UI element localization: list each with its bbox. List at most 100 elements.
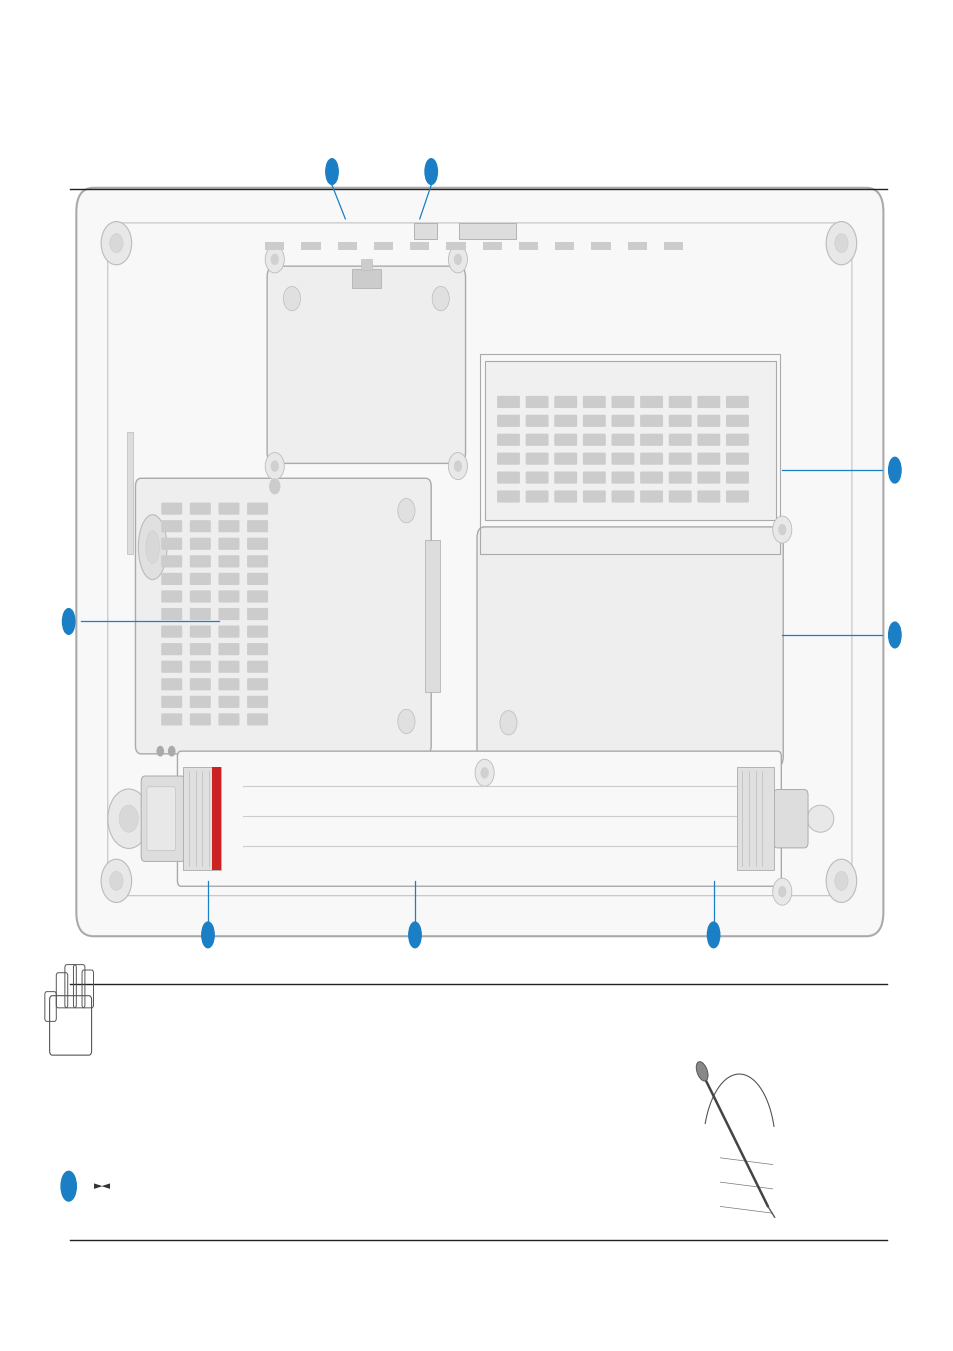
FancyBboxPatch shape: [247, 555, 268, 567]
FancyBboxPatch shape: [247, 626, 268, 638]
FancyBboxPatch shape: [190, 520, 211, 532]
FancyBboxPatch shape: [218, 713, 239, 725]
Circle shape: [119, 805, 138, 832]
FancyBboxPatch shape: [611, 453, 634, 465]
FancyBboxPatch shape: [190, 643, 211, 655]
Circle shape: [397, 709, 415, 734]
FancyBboxPatch shape: [497, 415, 519, 427]
FancyBboxPatch shape: [247, 503, 268, 515]
FancyBboxPatch shape: [161, 520, 182, 532]
FancyBboxPatch shape: [725, 453, 748, 465]
FancyBboxPatch shape: [639, 396, 662, 408]
FancyBboxPatch shape: [582, 434, 605, 446]
Bar: [458, 223, 516, 239]
Ellipse shape: [706, 921, 719, 948]
Circle shape: [448, 453, 467, 480]
FancyBboxPatch shape: [554, 471, 577, 484]
FancyBboxPatch shape: [611, 434, 634, 446]
Bar: [482, 242, 501, 250]
FancyBboxPatch shape: [190, 573, 211, 585]
FancyBboxPatch shape: [267, 266, 465, 463]
Circle shape: [834, 234, 847, 253]
Bar: [663, 242, 682, 250]
FancyBboxPatch shape: [476, 527, 782, 767]
FancyBboxPatch shape: [725, 434, 748, 446]
FancyBboxPatch shape: [639, 434, 662, 446]
FancyBboxPatch shape: [190, 696, 211, 708]
Bar: [627, 242, 646, 250]
FancyBboxPatch shape: [218, 520, 239, 532]
FancyBboxPatch shape: [218, 696, 239, 708]
FancyBboxPatch shape: [147, 786, 175, 851]
Bar: [212, 767, 221, 870]
Bar: [183, 767, 221, 870]
FancyBboxPatch shape: [497, 471, 519, 484]
FancyBboxPatch shape: [725, 471, 748, 484]
Bar: [518, 242, 537, 250]
Circle shape: [283, 286, 300, 311]
Ellipse shape: [887, 457, 900, 484]
FancyBboxPatch shape: [611, 415, 634, 427]
FancyBboxPatch shape: [697, 453, 720, 465]
FancyBboxPatch shape: [161, 590, 182, 603]
FancyBboxPatch shape: [190, 503, 211, 515]
FancyBboxPatch shape: [177, 751, 781, 886]
Circle shape: [825, 222, 856, 265]
Ellipse shape: [146, 531, 159, 563]
FancyBboxPatch shape: [247, 696, 268, 708]
FancyBboxPatch shape: [725, 396, 748, 408]
FancyBboxPatch shape: [554, 415, 577, 427]
FancyBboxPatch shape: [725, 490, 748, 503]
Circle shape: [480, 767, 488, 778]
FancyBboxPatch shape: [161, 626, 182, 638]
FancyBboxPatch shape: [639, 471, 662, 484]
Circle shape: [269, 478, 280, 494]
Bar: [484, 361, 775, 520]
Circle shape: [499, 711, 517, 735]
Bar: [479, 354, 780, 554]
FancyBboxPatch shape: [161, 643, 182, 655]
FancyBboxPatch shape: [668, 490, 691, 503]
Circle shape: [265, 246, 284, 273]
Circle shape: [475, 759, 494, 786]
Ellipse shape: [887, 621, 900, 648]
Bar: [555, 242, 574, 250]
FancyBboxPatch shape: [582, 415, 605, 427]
Ellipse shape: [408, 921, 421, 948]
FancyBboxPatch shape: [161, 678, 182, 690]
FancyBboxPatch shape: [218, 643, 239, 655]
FancyBboxPatch shape: [218, 555, 239, 567]
FancyBboxPatch shape: [190, 661, 211, 673]
FancyBboxPatch shape: [525, 453, 548, 465]
Bar: [737, 767, 773, 870]
FancyBboxPatch shape: [668, 434, 691, 446]
FancyBboxPatch shape: [554, 434, 577, 446]
FancyBboxPatch shape: [247, 538, 268, 550]
FancyBboxPatch shape: [76, 188, 882, 936]
Bar: [414, 223, 436, 239]
FancyBboxPatch shape: [697, 471, 720, 484]
FancyBboxPatch shape: [697, 396, 720, 408]
FancyBboxPatch shape: [554, 396, 577, 408]
FancyBboxPatch shape: [190, 590, 211, 603]
FancyBboxPatch shape: [161, 503, 182, 515]
Circle shape: [772, 516, 791, 543]
FancyBboxPatch shape: [190, 538, 211, 550]
Bar: [352, 269, 380, 288]
FancyBboxPatch shape: [247, 661, 268, 673]
Ellipse shape: [61, 1171, 76, 1201]
Ellipse shape: [202, 921, 213, 948]
Circle shape: [454, 254, 461, 265]
FancyBboxPatch shape: [582, 490, 605, 503]
Bar: [446, 242, 465, 250]
FancyBboxPatch shape: [525, 396, 548, 408]
Ellipse shape: [62, 608, 74, 635]
Circle shape: [271, 461, 278, 471]
FancyBboxPatch shape: [668, 396, 691, 408]
FancyBboxPatch shape: [218, 626, 239, 638]
FancyBboxPatch shape: [247, 713, 268, 725]
Bar: [337, 242, 356, 250]
Ellipse shape: [806, 805, 833, 832]
Bar: [425, 540, 439, 692]
Ellipse shape: [138, 515, 167, 580]
